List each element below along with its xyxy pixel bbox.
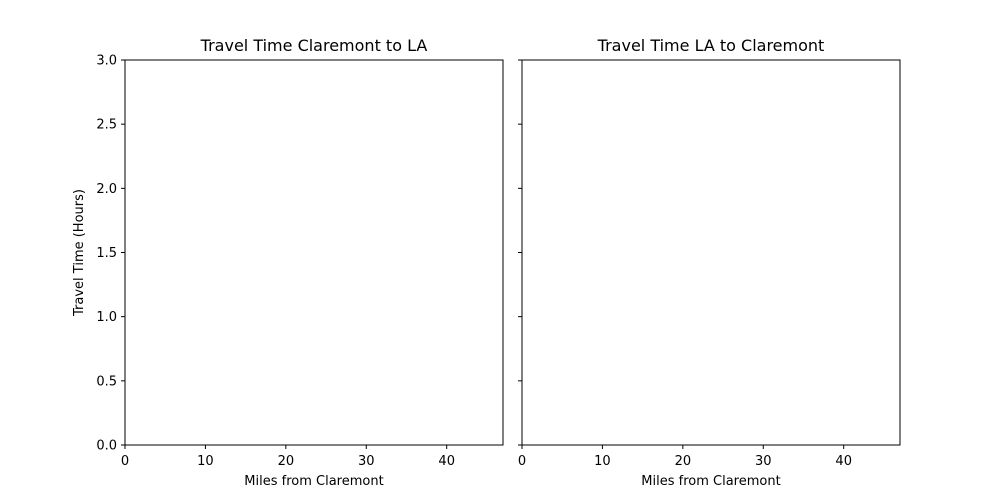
y-tick-label: 2.0 [96, 182, 117, 197]
x-axis-label: Miles from Claremont [244, 474, 383, 489]
x-tick-label: 40 [438, 454, 455, 469]
y-axis-label: Travel Time (Hours) [72, 189, 87, 317]
x-tick-label: 40 [835, 454, 852, 469]
subplot-1: Travel Time Claremont to LA 0 10 20 30 40 0.0 0… [72, 36, 504, 489]
x-tick-label: 30 [755, 454, 772, 469]
y-tick-label: 1.5 [96, 246, 117, 261]
x-tick-label: 30 [358, 454, 375, 469]
x-tick-label: 0 [121, 454, 129, 469]
chart-title: Travel Time Claremont to LA [200, 36, 428, 55]
x-axis-label: Miles from Claremont [641, 474, 780, 489]
x-tick-label: 0 [518, 454, 526, 469]
y-tick-label: 0.0 [96, 439, 117, 454]
y-tick-label: 1.0 [96, 310, 117, 325]
chart-title: Travel Time LA to Claremont [597, 36, 825, 55]
x-tick-label: 10 [594, 454, 611, 469]
y-tick-label: 2.5 [96, 118, 117, 133]
subplot-2: Travel Time LA to Claremont 0 10 20 30 40 Mile… [518, 36, 901, 489]
x-tick-label: 10 [197, 454, 214, 469]
plot-frame [521, 59, 901, 446]
x-tick-label: 20 [278, 454, 295, 469]
y-tick-label: 3.0 [96, 54, 117, 69]
plot-frame [124, 59, 504, 446]
y-tick-label: 0.5 [96, 374, 117, 389]
x-tick-label: 20 [675, 454, 692, 469]
